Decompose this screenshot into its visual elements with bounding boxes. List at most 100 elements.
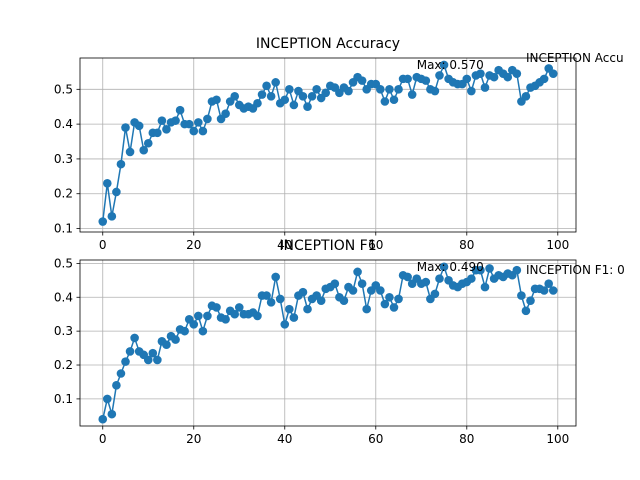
f1-data-point bbox=[362, 304, 371, 314]
accuracy-data-point bbox=[139, 145, 149, 155]
accuracy-x-tick-label: 80 bbox=[459, 238, 474, 252]
f1-data-point bbox=[467, 274, 476, 283]
f1-data-point bbox=[171, 335, 180, 344]
accuracy-data-point bbox=[380, 97, 390, 106]
f1-data-point bbox=[389, 303, 399, 312]
accuracy-data-point bbox=[189, 126, 199, 136]
accuracy-axes: 0 20 40 60 80 100 0.1 0.2 0.3 0.4 0.5 bbox=[54, 57, 577, 252]
accuracy-y-tick-label: 0.5 bbox=[54, 82, 73, 96]
accuracy-data-point bbox=[521, 91, 531, 101]
accuracy-data-point bbox=[344, 86, 353, 96]
f1-data-point bbox=[103, 394, 112, 404]
f1-data-point bbox=[198, 326, 208, 336]
accuracy-data-point bbox=[212, 95, 221, 105]
f1-data-point bbox=[162, 340, 171, 349]
accuracy-data-point bbox=[389, 95, 399, 105]
accuracy-data-point bbox=[198, 126, 208, 136]
f1-data-point bbox=[480, 282, 490, 292]
accuracy-data-point bbox=[462, 74, 472, 84]
f1-data-point bbox=[339, 296, 349, 305]
accuracy-data-point bbox=[407, 90, 417, 99]
accuracy-data-point bbox=[103, 178, 112, 188]
accuracy-data-point bbox=[289, 100, 299, 110]
f1-data-point bbox=[380, 299, 390, 309]
f1-grid bbox=[80, 260, 576, 426]
accuracy-data-point bbox=[489, 72, 499, 82]
f1-data-point bbox=[130, 333, 139, 343]
f1-data-point bbox=[107, 409, 117, 419]
accuracy-data-point bbox=[112, 187, 121, 197]
accuracy-series bbox=[98, 60, 558, 226]
accuracy-data-point bbox=[376, 85, 385, 94]
accuracy-data-point bbox=[548, 69, 558, 78]
f1-data-point bbox=[203, 311, 212, 321]
accuracy-data-point bbox=[253, 98, 262, 108]
f1-plot-frame bbox=[79, 259, 577, 427]
f1-data-point bbox=[544, 279, 553, 289]
accuracy-data-point bbox=[357, 76, 367, 85]
accuracy-data-point bbox=[121, 123, 130, 132]
f1-data-point bbox=[194, 311, 203, 321]
accuracy-data-point bbox=[153, 128, 162, 138]
f1-data-point bbox=[112, 381, 121, 390]
f1-data-point bbox=[98, 414, 108, 424]
accuracy-data-point bbox=[403, 74, 412, 84]
accuracy-data-point bbox=[280, 95, 290, 105]
accuracy-x-tick-label: 100 bbox=[546, 238, 569, 252]
f1-data-point bbox=[394, 294, 403, 304]
f1-data-point bbox=[271, 272, 280, 282]
accuracy-x-tick-label: 20 bbox=[186, 238, 201, 252]
f1-data-point bbox=[548, 286, 558, 295]
accuracy-data-point bbox=[298, 91, 308, 101]
f1-data-point bbox=[521, 306, 531, 316]
f1-x-tick-label: 60 bbox=[368, 432, 383, 446]
f1-data-point bbox=[262, 291, 271, 300]
f1-data-point bbox=[234, 303, 244, 312]
f1-data-point bbox=[143, 355, 153, 365]
accuracy-data-point bbox=[467, 86, 476, 96]
accuracy-y-tick-label: 0.3 bbox=[54, 152, 73, 166]
accuracy-data-point bbox=[143, 138, 153, 148]
accuracy-data-point bbox=[134, 121, 144, 131]
f1-chart-panel: 0 20 40 60 80 100 0.1 0.2 0.3 0.4 0.5 Max: 0.490 INC… bbox=[54, 238, 625, 446]
f1-data-point bbox=[180, 326, 189, 336]
accuracy-data-point bbox=[266, 91, 276, 101]
accuracy-chart-panel: 0 20 40 60 80 100 0.1 0.2 0.3 0.4 0.5 Max: 0.570 INC… bbox=[54, 36, 624, 252]
accuracy-data-point bbox=[439, 60, 449, 70]
accuracy-data-point bbox=[394, 85, 403, 94]
accuracy-y-tick-label: 0.2 bbox=[54, 187, 73, 201]
accuracy-data-point bbox=[480, 83, 490, 92]
accuracy-data-point bbox=[503, 72, 513, 82]
accuracy-data-point bbox=[230, 91, 240, 101]
accuracy-data-point bbox=[107, 212, 117, 221]
f1-data-point bbox=[153, 355, 162, 365]
accuracy-data-point bbox=[435, 71, 444, 80]
f1-data-point bbox=[517, 291, 526, 300]
f1-x-tick-label: 100 bbox=[546, 432, 569, 446]
f1-data-point bbox=[435, 274, 444, 283]
f1-x-tick-label: 80 bbox=[459, 432, 474, 446]
accuracy-data-point bbox=[539, 74, 549, 84]
f1-x-tick-label: 20 bbox=[186, 432, 201, 446]
f1-data-point bbox=[266, 298, 276, 307]
f1-data-point bbox=[148, 348, 158, 358]
f1-data-point bbox=[421, 277, 431, 287]
f1-y-tick-label: 0.4 bbox=[54, 290, 73, 304]
accuracy-data-point bbox=[162, 125, 171, 134]
accuracy-data-point bbox=[430, 86, 440, 96]
f1-data-point bbox=[285, 304, 294, 314]
accuracy-plot-frame bbox=[79, 57, 577, 233]
accuracy-data-point bbox=[285, 85, 294, 94]
f1-data-point bbox=[403, 272, 412, 282]
accuracy-data-point bbox=[203, 114, 212, 124]
accuracy-data-point bbox=[221, 109, 230, 118]
f1-axes: 0 20 40 60 80 100 0.1 0.2 0.3 0.4 0.5 bbox=[54, 256, 577, 446]
f1-data-point bbox=[189, 320, 199, 329]
accuracy-y-tick-label: 0.1 bbox=[54, 222, 73, 236]
accuracy-annotation: Max: 0.570 bbox=[417, 58, 484, 72]
accuracy-x-tick-label: 60 bbox=[368, 238, 383, 252]
accuracy-data-point bbox=[312, 85, 321, 94]
f1-data-point bbox=[303, 304, 312, 314]
f1-data-point bbox=[385, 292, 394, 302]
f1-y-tick-label: 0.1 bbox=[54, 392, 73, 406]
